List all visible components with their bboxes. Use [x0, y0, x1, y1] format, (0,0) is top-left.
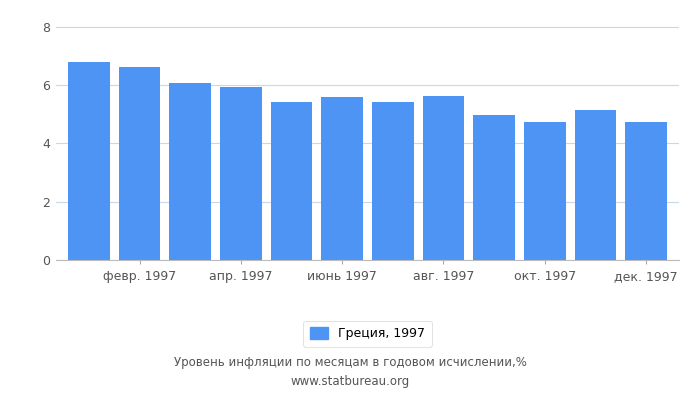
Bar [169, 84, 211, 260]
Bar [271, 102, 312, 260]
Bar [68, 62, 110, 260]
Bar [473, 115, 515, 260]
Bar [321, 98, 363, 260]
Bar [524, 122, 566, 260]
Bar [575, 110, 616, 260]
Bar [423, 96, 464, 260]
Bar [119, 68, 160, 260]
Bar [625, 122, 667, 260]
Bar [372, 102, 414, 260]
Text: Уровень инфляции по месяцам в годовом исчислении,%
www.statbureau.org: Уровень инфляции по месяцам в годовом ис… [174, 356, 526, 388]
Legend: Греция, 1997: Греция, 1997 [303, 321, 432, 346]
Bar [220, 87, 262, 260]
